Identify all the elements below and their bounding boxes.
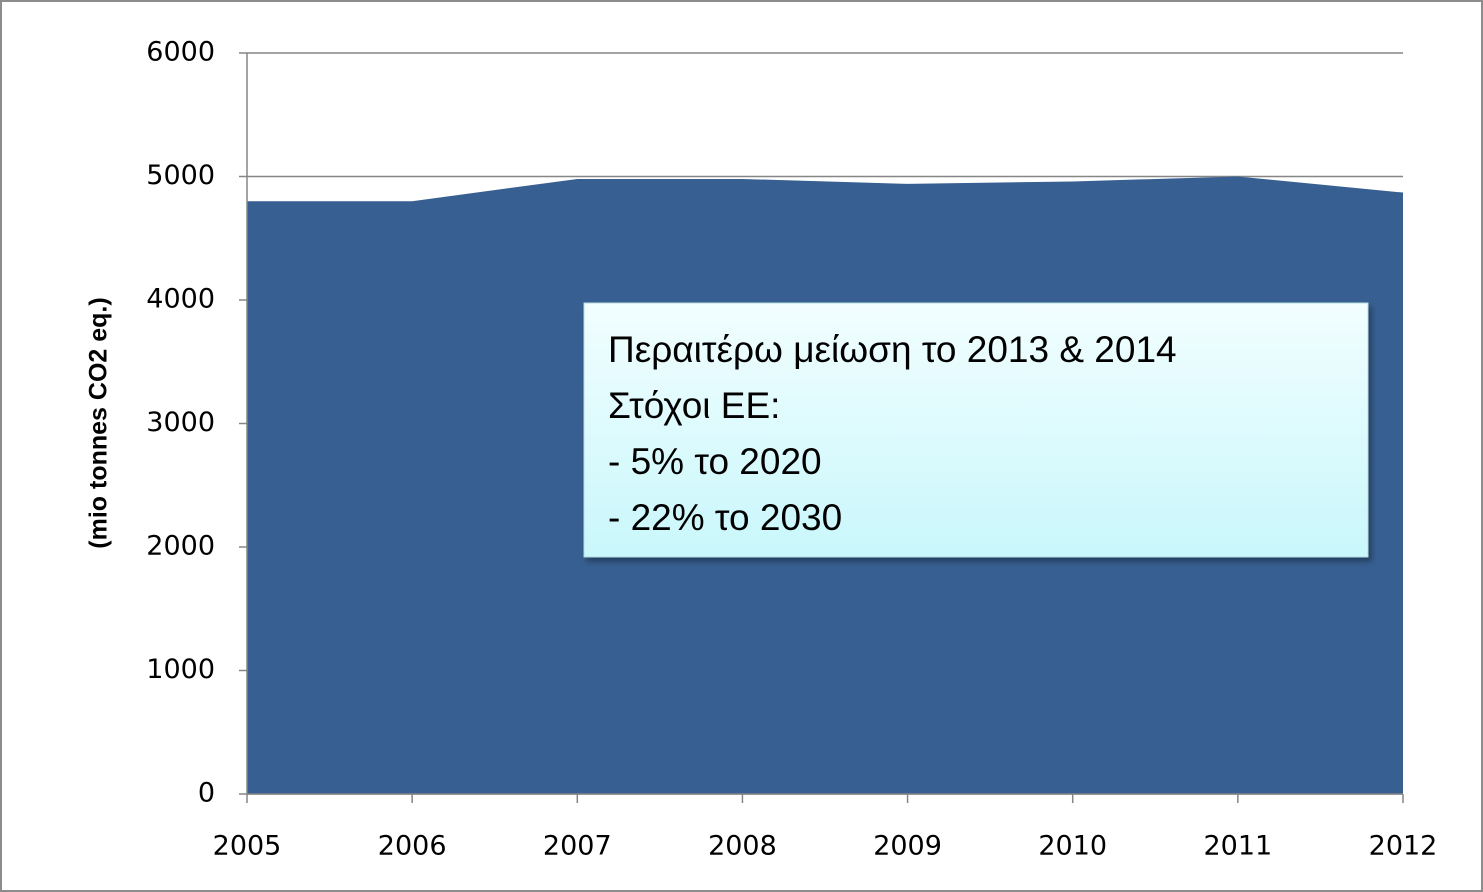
x-tick-label: 2009 bbox=[873, 831, 942, 862]
x-tick-label: 2006 bbox=[378, 831, 447, 862]
annotation-line: - 22% το 2030 bbox=[608, 497, 842, 538]
y-tick-label: 2000 bbox=[146, 531, 215, 562]
annotation: Περαιτέρω μείωση το 2013 & 2014 Στόχοι ΕΕ… bbox=[583, 302, 1369, 558]
y-tick-label: 3000 bbox=[146, 407, 215, 438]
y-tick-label: 0 bbox=[198, 778, 215, 809]
annotation-line: Περαιτέρω μείωση το 2013 & 2014 bbox=[608, 329, 1177, 370]
y-axis-label: (mio tonnes CO2 eq.) bbox=[85, 297, 113, 548]
annotation-box bbox=[583, 302, 1369, 558]
x-tick-label: 2011 bbox=[1203, 831, 1272, 862]
annotation-line: Στόχοι ΕΕ: bbox=[608, 385, 780, 426]
x-tick-label: 2010 bbox=[1038, 831, 1107, 862]
y-tick-label: 6000 bbox=[146, 37, 215, 68]
x-tick-label: 2012 bbox=[1369, 831, 1438, 862]
y-tick-label: 1000 bbox=[146, 654, 215, 685]
x-tick-label: 2007 bbox=[543, 831, 612, 862]
x-tick-label: 2008 bbox=[708, 831, 777, 862]
y-tick-label: 5000 bbox=[146, 160, 215, 191]
y-tick-label: 4000 bbox=[146, 284, 215, 315]
x-tick-label: 2005 bbox=[213, 831, 282, 862]
annotation-line: - 5% το 2020 bbox=[608, 441, 822, 482]
